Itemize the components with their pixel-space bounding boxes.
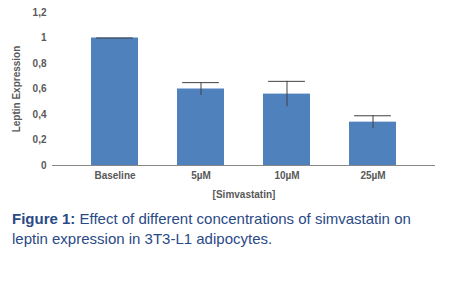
svg-text:0: 0 — [41, 160, 47, 171]
svg-text:1: 1 — [41, 32, 47, 43]
svg-text:5µM: 5µM — [191, 170, 211, 181]
svg-text:0,6: 0,6 — [33, 83, 47, 94]
svg-text:Baseline: Baseline — [94, 170, 136, 181]
svg-text:0,8: 0,8 — [33, 58, 47, 69]
svg-text:[Simvastatin]: [Simvastatin] — [213, 189, 276, 200]
svg-text:10µM: 10µM — [274, 170, 299, 181]
html-text:Figure 1: Effect of different: Figure 1: Effect of different concentrat… — [12, 210, 411, 248]
svg-text:1,2: 1,2 — [33, 7, 47, 18]
svg-text:Leptin Expression: Leptin Expression — [11, 46, 22, 133]
svg-text:25µM: 25µM — [360, 170, 385, 181]
svg-text:0,2: 0,2 — [33, 134, 47, 145]
svg-text:0,4: 0,4 — [33, 109, 47, 120]
